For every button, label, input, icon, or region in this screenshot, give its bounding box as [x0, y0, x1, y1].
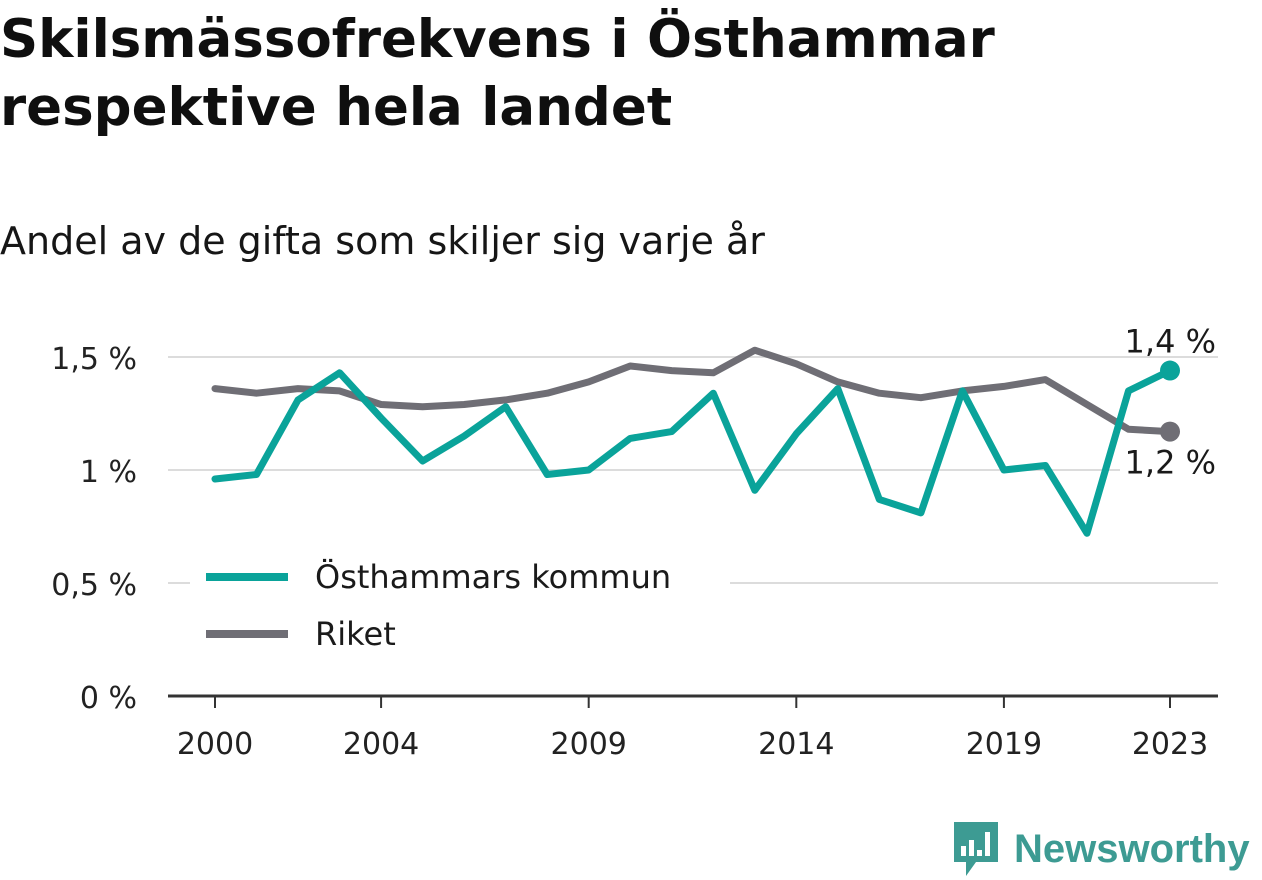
x-tick-label: 2000: [177, 727, 253, 762]
y-axis-tick-labels: 0 % 0,5 % 1 % 1,5 %: [51, 342, 137, 716]
x-tick-label: 2004: [343, 727, 419, 762]
bar-chart-speech-bubble-icon: [950, 818, 1002, 880]
y-tick-label: 1 %: [80, 455, 137, 490]
brand-name: Newsworthy: [1014, 827, 1250, 872]
legend: Östhammars kommun Riket: [190, 548, 730, 668]
y-tick-label: 1,5 %: [51, 342, 137, 377]
x-tick-label: 2023: [1132, 727, 1208, 762]
y-tick-label: 0 %: [80, 681, 137, 716]
series-line: [215, 371, 1170, 534]
end-label-osthammar: 1,4 %: [1125, 323, 1216, 361]
legend-label: Riket: [315, 615, 396, 653]
series-lines: [215, 350, 1180, 533]
series-end-point: [1160, 361, 1180, 381]
x-axis: 2000 2004 2009 2014 2019 2023: [168, 696, 1218, 762]
x-tick-label: 2009: [551, 727, 627, 762]
x-tick-label: 2014: [758, 727, 834, 762]
line-chart: 2000 2004 2009 2014 2019 2023 0 % 0,5 % 1 % 1,5 …: [0, 0, 1262, 879]
end-labels: 1,4 % 1,2 %: [1120, 323, 1220, 488]
legend-label: Östhammars kommun: [315, 558, 671, 596]
end-label-riket: 1,2 %: [1125, 444, 1216, 482]
x-tick-label: 2019: [966, 727, 1042, 762]
newsworthy-logo: Newsworthy: [950, 818, 1250, 880]
y-tick-label: 0,5 %: [51, 568, 137, 603]
series-end-point: [1160, 422, 1180, 442]
